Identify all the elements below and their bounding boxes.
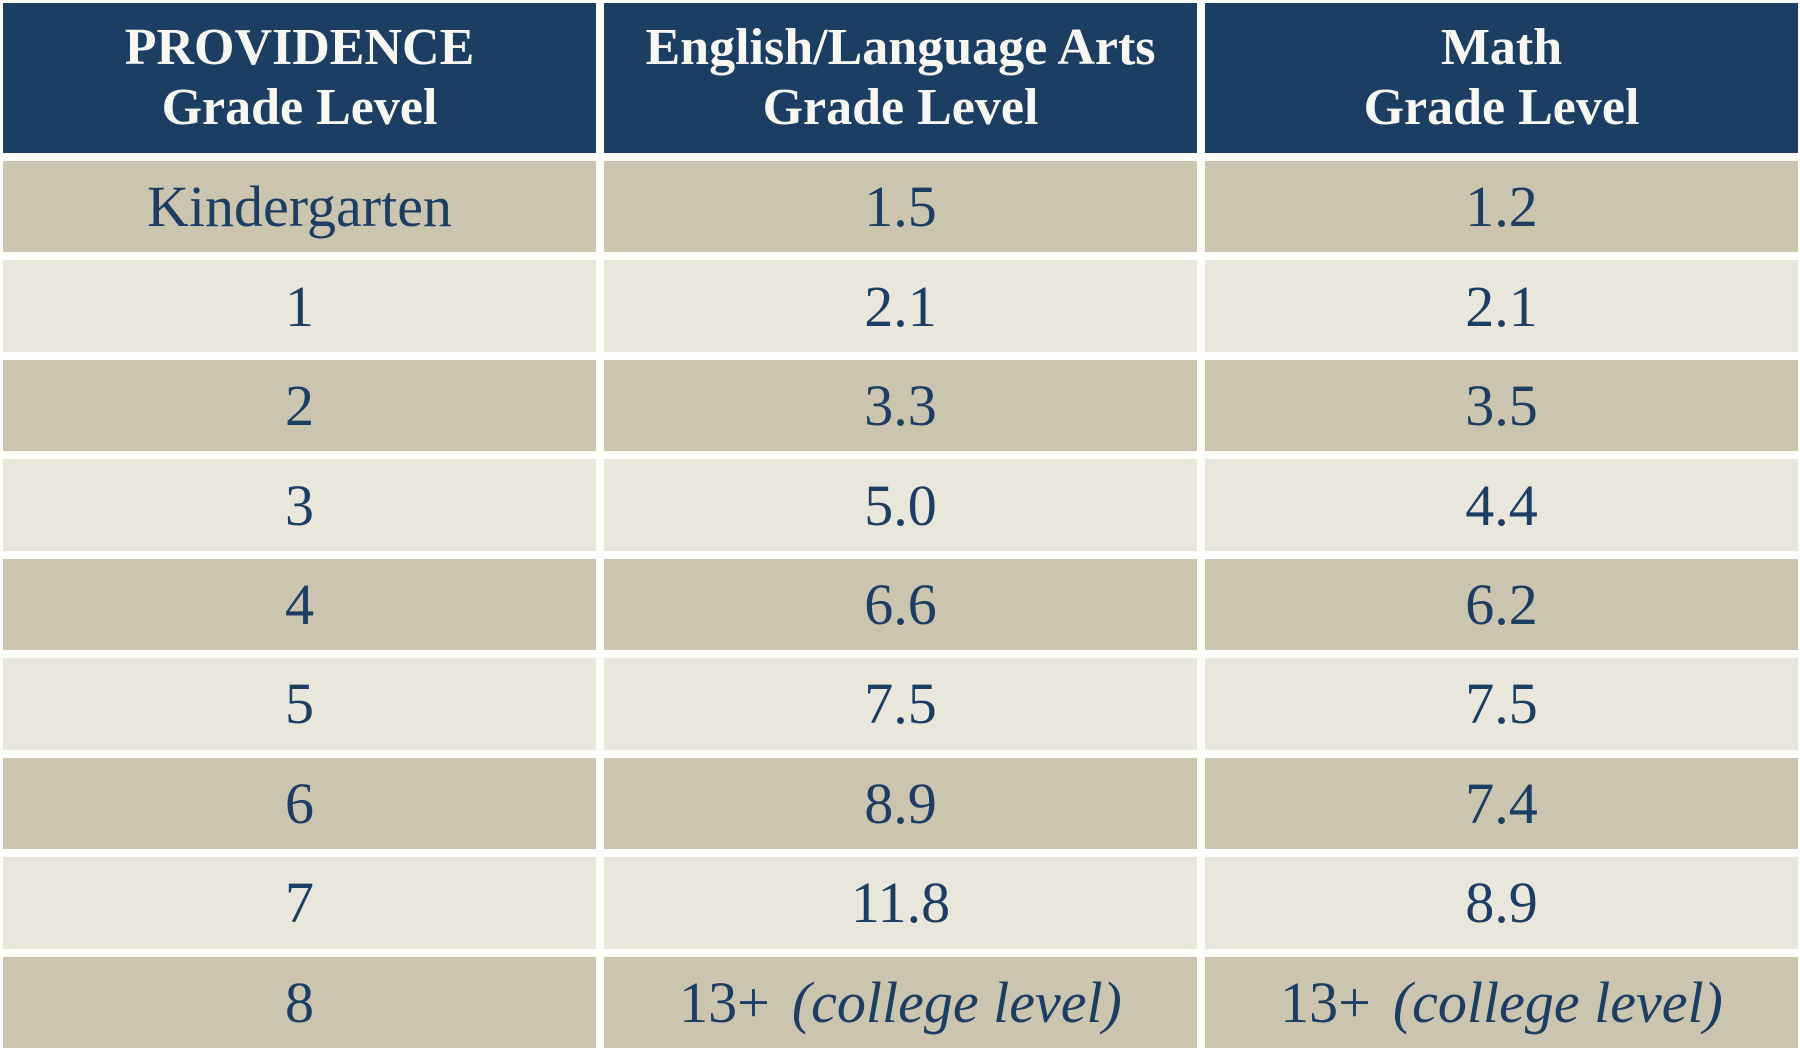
header-line: PROVIDENCE bbox=[124, 18, 475, 76]
header-cell-providence-grade-level: PROVIDENCE Grade Level bbox=[3, 3, 596, 153]
header-cell-ela-grade-level: English/Language Arts Grade Level bbox=[604, 3, 1197, 153]
math-cell: 4.4 bbox=[1205, 459, 1798, 551]
grade-cell: Kindergarten bbox=[3, 161, 596, 253]
math-value: 13+ bbox=[1280, 969, 1371, 1035]
math-college-level-note: (college level) bbox=[1392, 969, 1723, 1035]
ela-cell: 6.6 bbox=[604, 558, 1197, 651]
ela-cell: 8.9 bbox=[604, 757, 1197, 850]
ela-cell: 13+ (college level) bbox=[604, 956, 1197, 1048]
math-cell: 6.2 bbox=[1205, 558, 1798, 651]
ela-value: 13+ bbox=[679, 969, 770, 1035]
grade-cell: 4 bbox=[3, 558, 596, 651]
math-cell: 2.1 bbox=[1205, 260, 1798, 352]
grade-cell: 1 bbox=[3, 260, 596, 352]
ela-cell: 3.3 bbox=[604, 359, 1197, 452]
grade-cell: 7 bbox=[3, 857, 596, 949]
header-cell-math-grade-level: Math Grade Level bbox=[1205, 3, 1798, 153]
math-cell: 7.5 bbox=[1205, 658, 1798, 750]
header-line: Math bbox=[1440, 18, 1563, 76]
grade-cell: 8 bbox=[3, 956, 596, 1048]
grade-cell: 5 bbox=[3, 658, 596, 750]
header-line: Grade Level bbox=[161, 79, 438, 136]
grade-cell: 3 bbox=[3, 459, 596, 551]
math-cell: 1.2 bbox=[1205, 161, 1798, 253]
grade-cell: 2 bbox=[3, 359, 596, 452]
header-line: English/Language Arts bbox=[645, 18, 1156, 76]
ela-cell: 7.5 bbox=[604, 658, 1197, 750]
math-cell: 13+ (college level) bbox=[1205, 956, 1798, 1048]
ela-college-level-note: (college level) bbox=[791, 969, 1122, 1035]
ela-cell: 1.5 bbox=[604, 161, 1197, 253]
ela-cell: 11.8 bbox=[604, 857, 1197, 949]
math-cell: 8.9 bbox=[1205, 857, 1798, 949]
math-cell: 7.4 bbox=[1205, 757, 1798, 850]
header-line: Grade Level bbox=[762, 79, 1039, 136]
ela-cell: 2.1 bbox=[604, 260, 1197, 352]
grade-cell: 6 bbox=[3, 757, 596, 850]
math-cell: 3.5 bbox=[1205, 359, 1798, 452]
ela-cell: 5.0 bbox=[604, 459, 1197, 551]
header-line: Grade Level bbox=[1363, 79, 1640, 136]
